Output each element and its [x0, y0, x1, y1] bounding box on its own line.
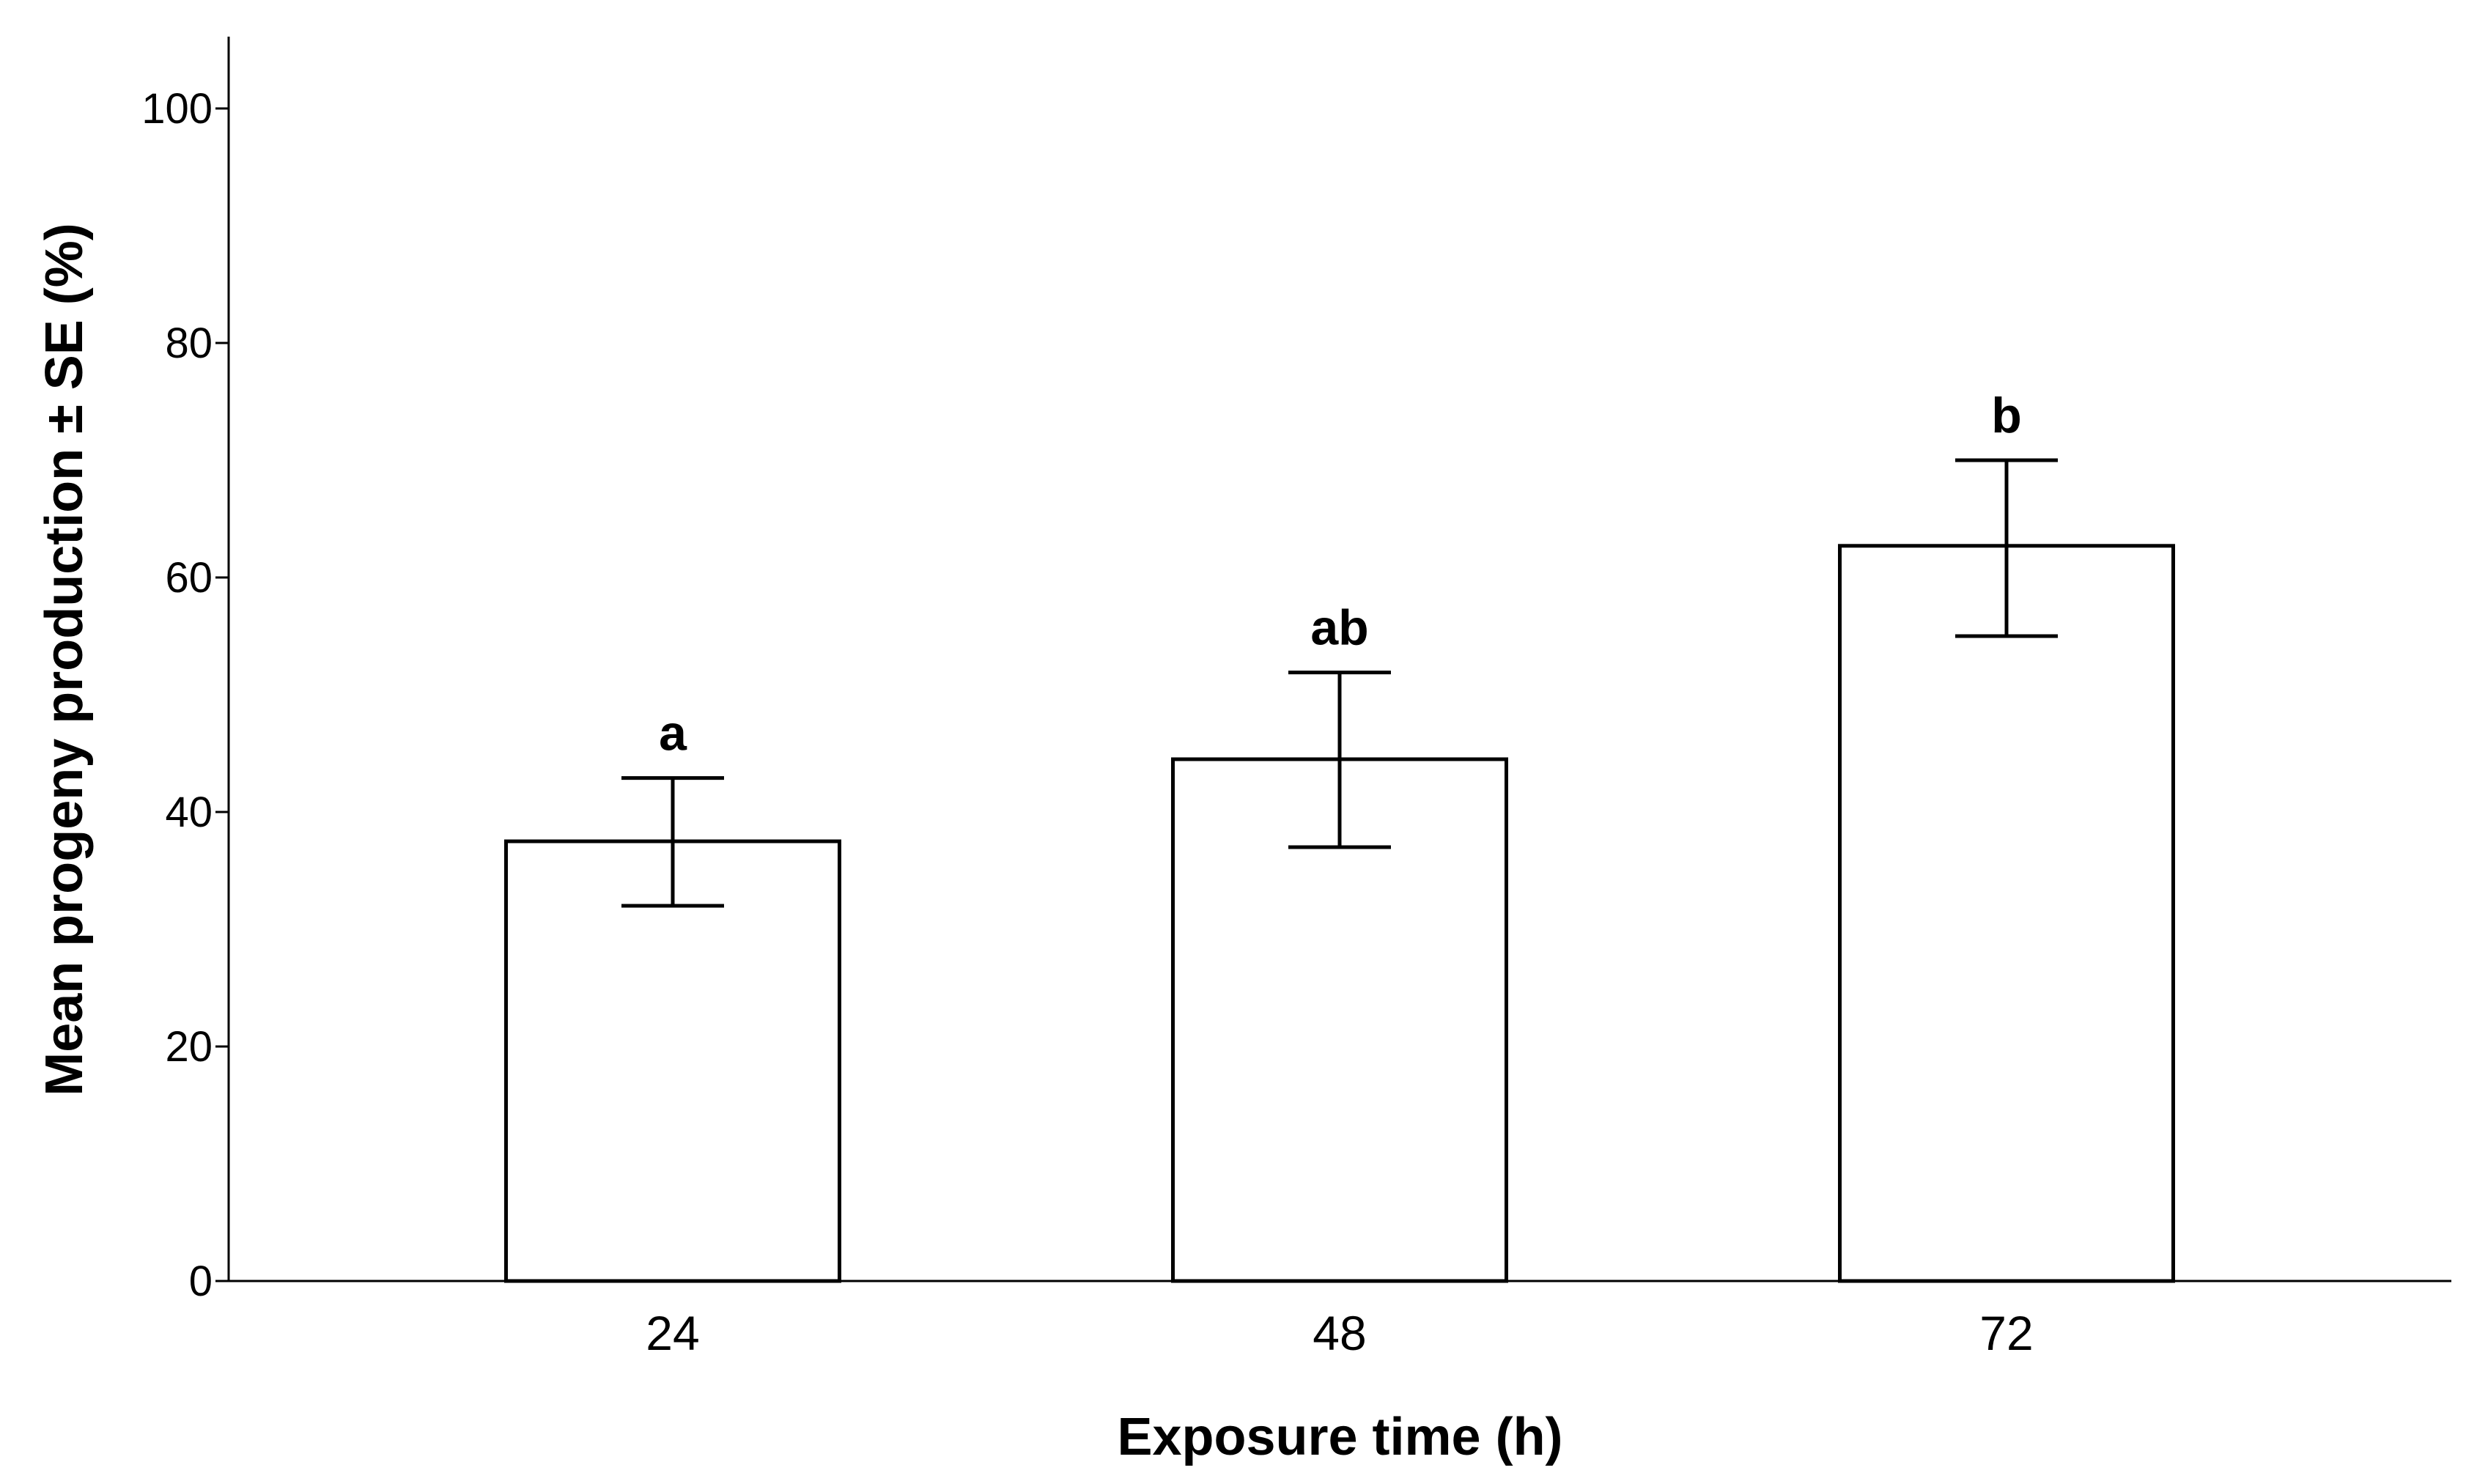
bars [504, 544, 2175, 1283]
y-tick-label: 0 [189, 1258, 213, 1305]
x-tick-label: 48 [1313, 1306, 1366, 1360]
x-axis-ticks: 24 48 72 [646, 1306, 2033, 1360]
significance-label: b [1991, 388, 2022, 443]
error-bars [621, 458, 2058, 908]
x-tick-label: 24 [646, 1306, 699, 1360]
y-axis-title: Mean progeny production ± SE (%) [35, 223, 94, 1096]
bar-72 [1838, 544, 2175, 1283]
significance-labels: a ab b [659, 388, 2022, 761]
x-axis-title: Exposure time (h) [1117, 1408, 1562, 1466]
significance-label: ab [1310, 600, 1368, 656]
y-axis-ticks: 0 20 40 60 80 100 [141, 85, 229, 1305]
y-tick-label: 100 [141, 85, 213, 133]
significance-label: a [659, 706, 687, 761]
y-tick-label: 40 [165, 789, 213, 836]
y-tick-label: 80 [165, 320, 213, 367]
y-tick-label: 60 [165, 554, 213, 602]
y-tick-label: 20 [165, 1023, 213, 1071]
x-tick-label: 72 [1979, 1306, 2033, 1360]
